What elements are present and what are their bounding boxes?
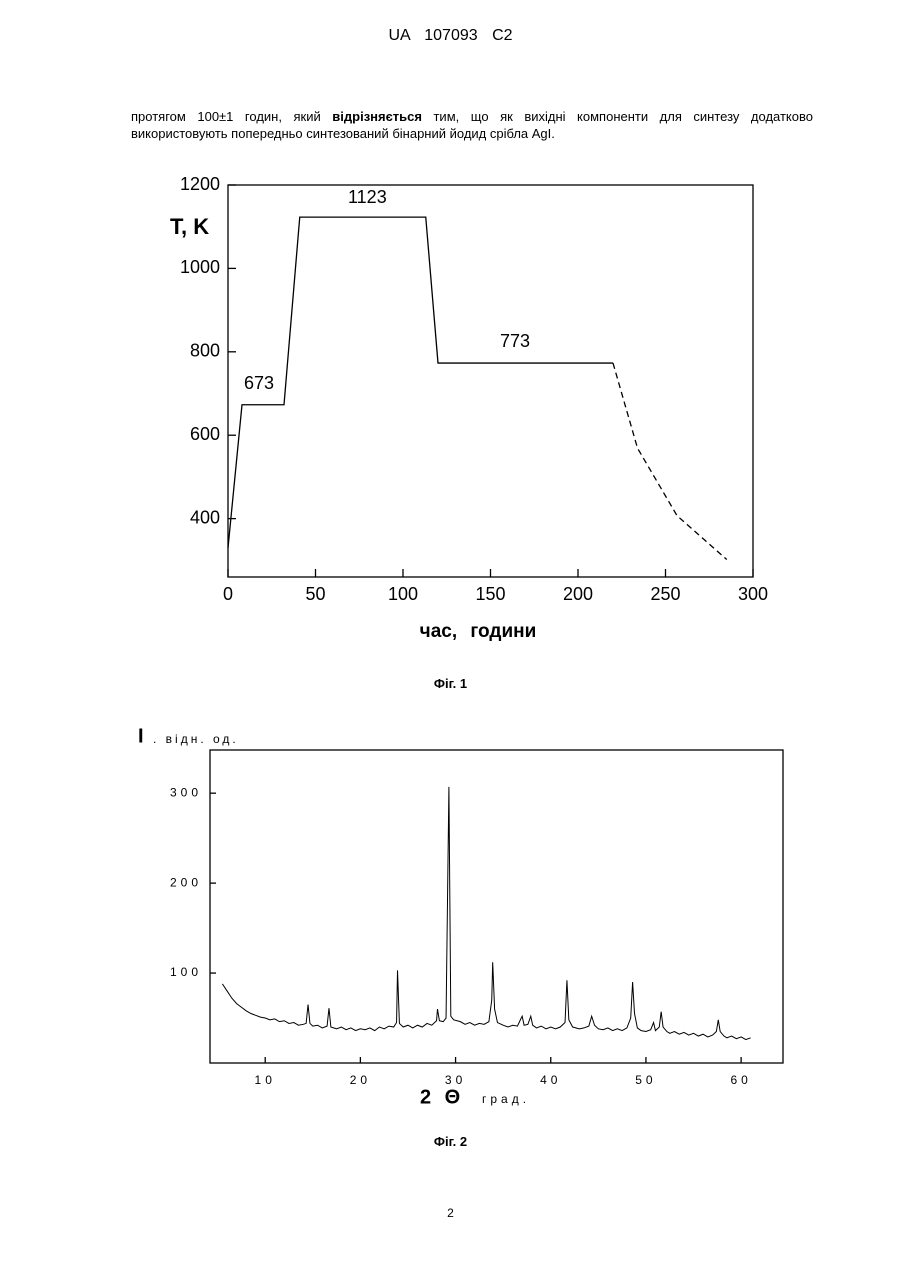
x-tick-label: 50 (635, 1073, 656, 1087)
page: UA 107093 C2 протягом 100±1 годин, який … (0, 0, 901, 1273)
y-axis-label: I (138, 725, 144, 747)
x-axis-label: час, години (420, 621, 537, 642)
x-tick-label: 20 (350, 1073, 371, 1087)
x-axis-unit: град. (482, 1092, 530, 1106)
figure-caption: Фіг. 2 (0, 1134, 901, 1149)
x-axis-label: 2 Θ (420, 1086, 460, 1108)
x-tick-label: 50 (305, 584, 325, 604)
x-tick-label: 150 (475, 584, 505, 604)
x-tick-label: 10 (255, 1073, 276, 1087)
y-tick-label: 300 (170, 785, 202, 799)
annotation: 1123 (348, 187, 387, 207)
figure-caption: Фіг. 1 (0, 676, 901, 691)
y-axis-unit: . відн. од. (153, 732, 239, 746)
x-tick-label: 60 (730, 1073, 751, 1087)
y-tick-label: 400 (190, 507, 220, 527)
y-tick-label: 200 (170, 875, 202, 889)
y-tick-label: 1000 (180, 257, 220, 277)
data-line (228, 217, 613, 548)
y-tick-label: 600 (190, 424, 220, 444)
x-tick-label: 40 (540, 1073, 561, 1087)
x-tick-label: 200 (563, 584, 593, 604)
annotation: 773 (500, 331, 530, 351)
x-tick-label: 250 (650, 584, 680, 604)
data-line (222, 787, 750, 1040)
y-tick-label: 800 (190, 341, 220, 361)
x-tick-label: 100 (388, 584, 418, 604)
y-tick-label: 100 (170, 965, 202, 979)
page-number: 2 (0, 1206, 901, 1220)
x-tick-label: 0 (223, 584, 233, 604)
x-tick-label: 300 (738, 584, 768, 604)
figures: 40060080010001200050100150200250300T, Kч… (0, 0, 901, 1273)
y-axis-label: T, K (170, 214, 209, 239)
annotation: 673 (244, 373, 274, 393)
plot-frame (228, 185, 753, 577)
data-line (613, 363, 727, 559)
y-tick-label: 1200 (180, 174, 220, 194)
x-tick-label: 30 (445, 1073, 466, 1087)
